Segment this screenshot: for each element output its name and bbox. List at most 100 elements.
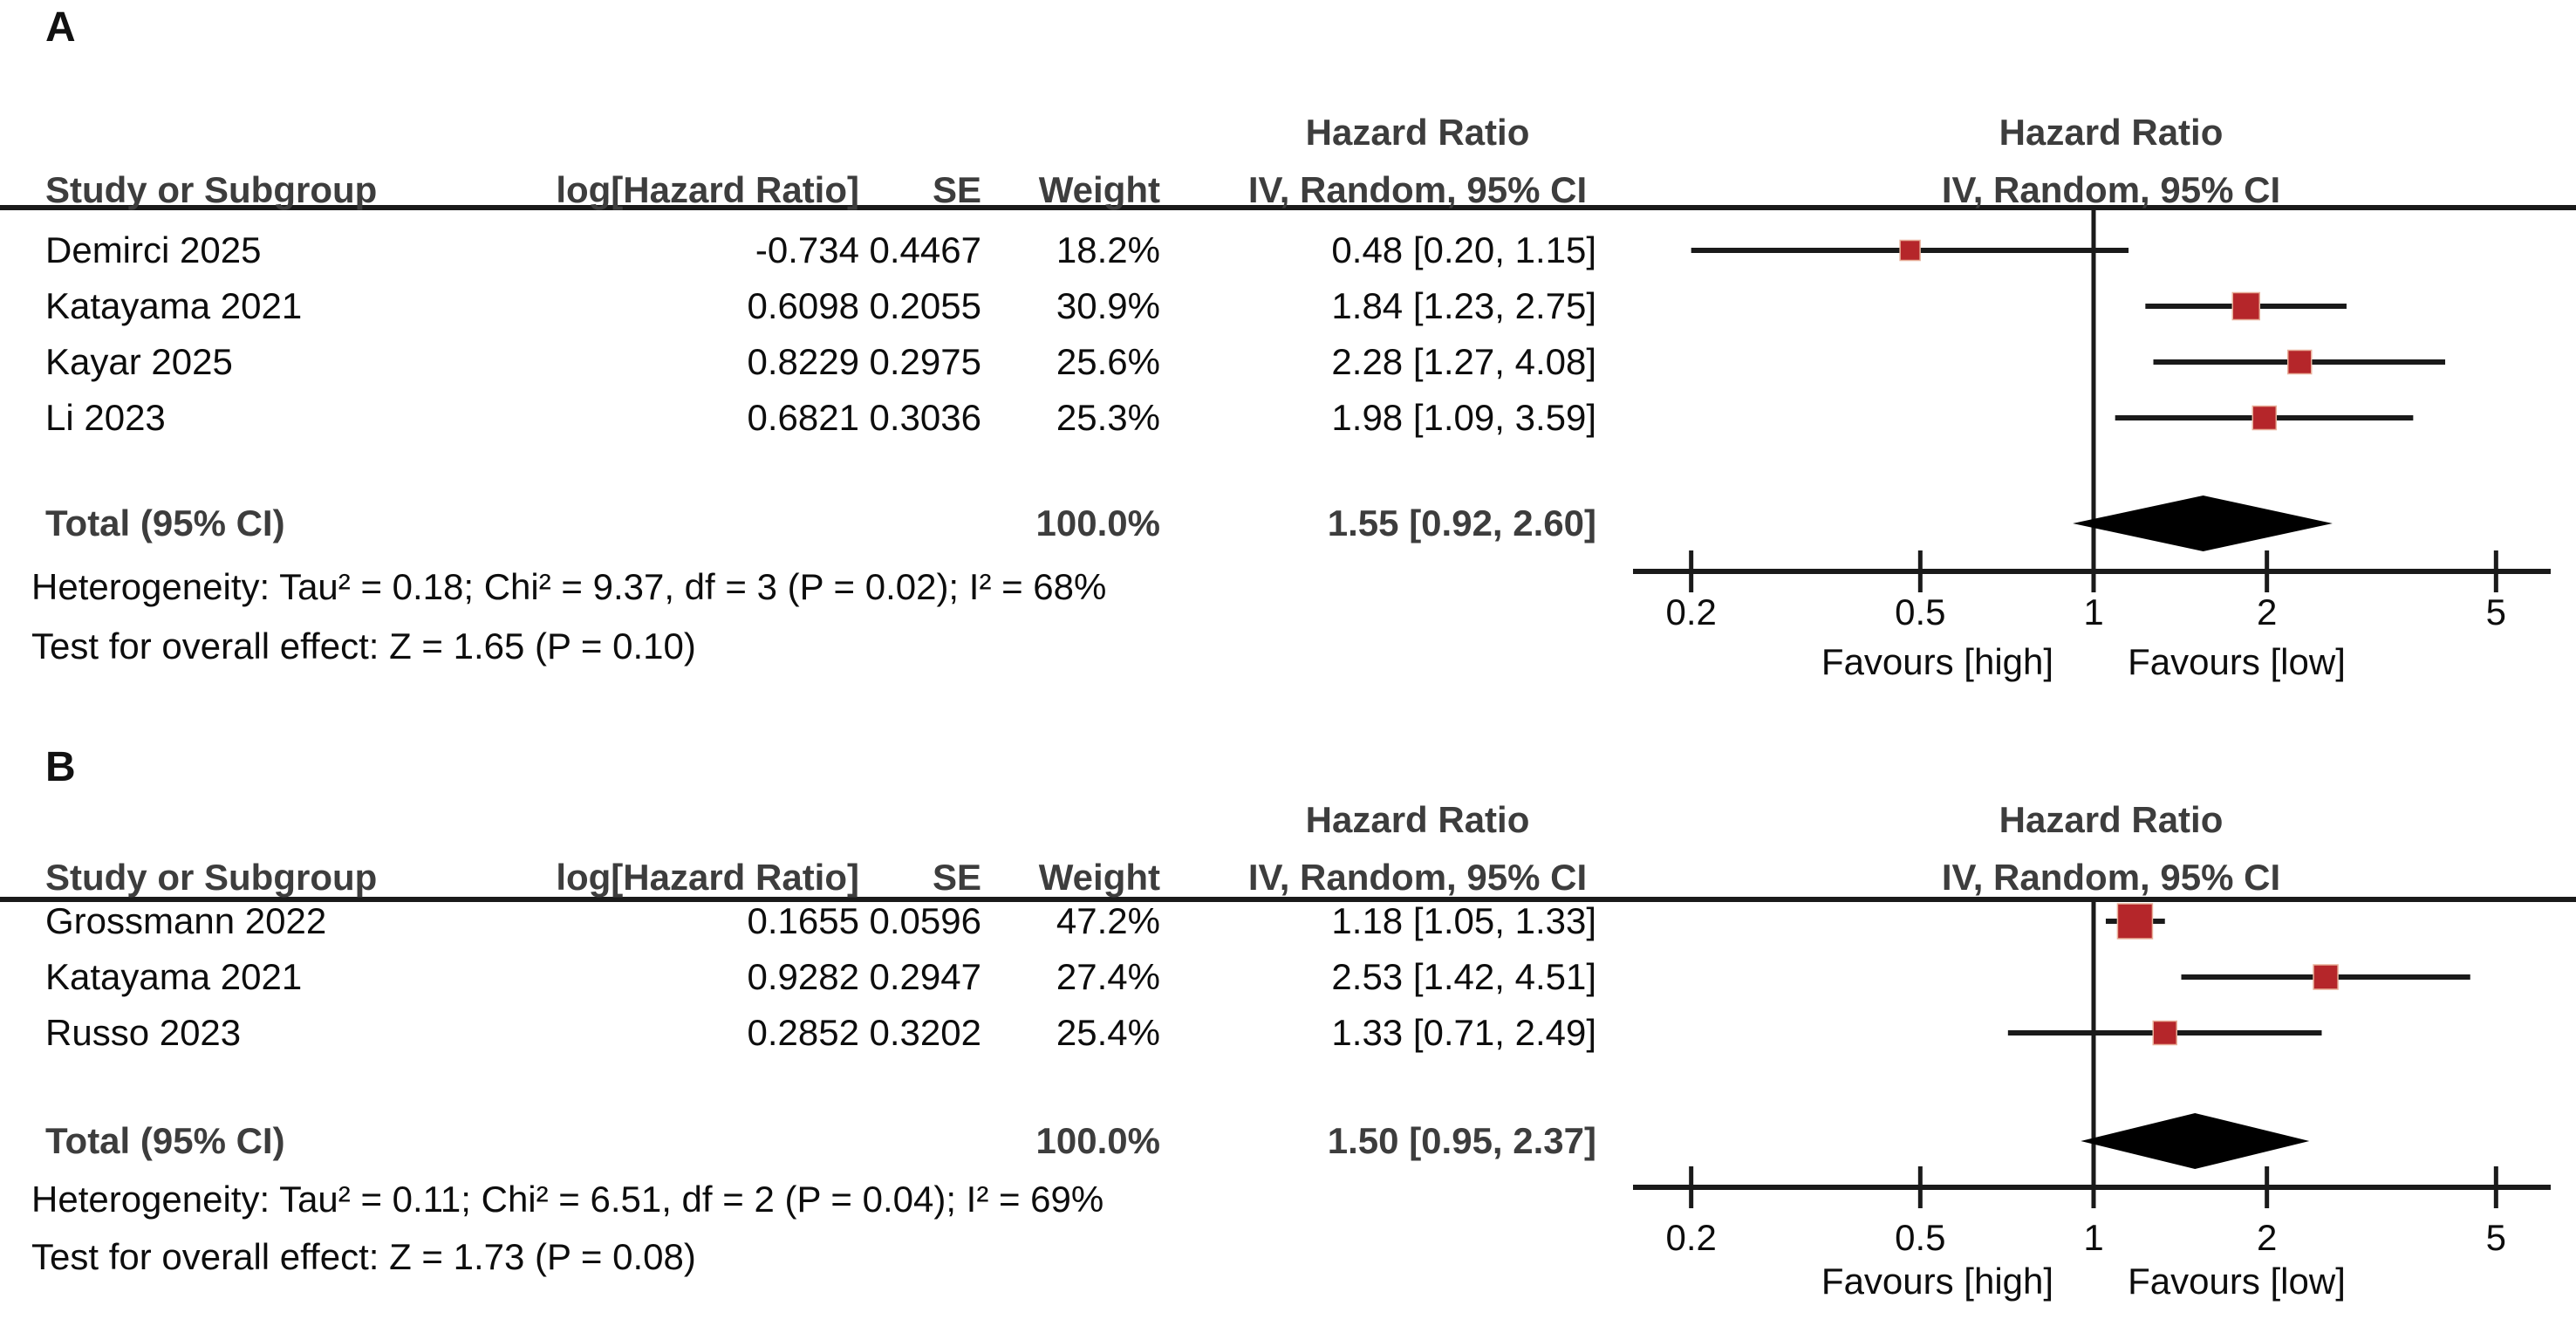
overall-effect-text-a: Test for overall effect: Z = 1.65 (P = 0… xyxy=(31,625,696,666)
axis-tick xyxy=(1689,550,1694,592)
axis-tick-label: 5 xyxy=(2485,1217,2506,1258)
study-se: 0.0596 xyxy=(869,900,981,941)
study-name: Li 2023 xyxy=(45,397,166,438)
study-weight: 25.4% xyxy=(1056,1012,1160,1053)
total-ci-b: 1.50 [0.95, 2.37] xyxy=(1327,1120,1596,1161)
study-name: Kayar 2025 xyxy=(45,341,233,382)
favours-left-label-b: Favours [high] xyxy=(1821,1261,2054,1302)
study-weight: 30.9% xyxy=(1056,285,1160,326)
header-rule xyxy=(0,897,2576,902)
effect-square xyxy=(2286,349,2313,375)
favours-left-label-a: Favours [high] xyxy=(1821,641,2054,682)
header-rule xyxy=(0,205,2576,210)
favours-right-label-b: Favours [low] xyxy=(2128,1261,2346,1302)
axis-tick xyxy=(1917,1166,1923,1208)
study-weight: 25.3% xyxy=(1056,397,1160,438)
no-effect-line xyxy=(2091,902,2096,1185)
axis-tick-label: 2 xyxy=(2256,591,2278,632)
overall-effect-text-b: Test for overall effect: Z = 1.73 (P = 0… xyxy=(31,1236,696,1277)
plot-title-b: Hazard Ratio xyxy=(1999,799,2224,840)
study-name: Katayama 2021 xyxy=(45,285,303,326)
study-log-hr: 0.6821 xyxy=(747,397,859,438)
effect-square xyxy=(2251,405,2278,431)
study-log-hr: 0.9282 xyxy=(747,956,859,997)
study-ci: 1.98 [1.09, 3.59] xyxy=(1331,397,1596,438)
study-weight: 27.4% xyxy=(1056,956,1160,997)
study-weight: 25.6% xyxy=(1056,341,1160,382)
col-weight-b: Weight xyxy=(1038,857,1160,898)
study-ci: 0.48 [0.20, 1.15] xyxy=(1331,229,1596,270)
study-name: Demirci 2025 xyxy=(45,229,262,270)
total-ci-a: 1.55 [0.92, 2.60] xyxy=(1327,502,1596,543)
study-log-hr: 0.2852 xyxy=(747,1012,859,1053)
plot-title-a: Hazard Ratio xyxy=(1999,112,2224,153)
total-label-b: Total (95% CI) xyxy=(45,1120,285,1161)
col-study-b: Study or Subgroup xyxy=(45,857,378,898)
panel-a-label: A xyxy=(45,4,76,51)
axis-tick xyxy=(2265,550,2270,592)
study-log-hr: -0.734 xyxy=(755,229,859,270)
axis-tick xyxy=(1689,1166,1694,1208)
study-weight: 18.2% xyxy=(1056,229,1160,270)
col-se-b: SE xyxy=(932,857,981,898)
study-ci: 2.28 [1.27, 4.08] xyxy=(1331,341,1596,382)
no-effect-line xyxy=(2091,210,2096,569)
study-se: 0.2947 xyxy=(869,956,981,997)
total-weight-b: 100.0% xyxy=(1035,1120,1160,1161)
axis-tick-label: 0.5 xyxy=(1895,591,1946,632)
col-log-hr-a: log[Hazard Ratio] xyxy=(556,169,859,210)
col-ci-a: IV, Random, 95% CI xyxy=(1247,169,1588,210)
axis-tick-label: 0.2 xyxy=(1665,591,1717,632)
axis-tick-label: 0.5 xyxy=(1895,1217,1946,1258)
study-name: Katayama 2021 xyxy=(45,956,303,997)
study-se: 0.2055 xyxy=(869,285,981,326)
axis-tick xyxy=(2493,550,2498,592)
study-log-hr: 0.8229 xyxy=(747,341,859,382)
axis-tick xyxy=(2091,1166,2096,1208)
axis-tick-label: 1 xyxy=(2083,591,2104,632)
study-se: 0.2975 xyxy=(869,341,981,382)
study-ci: 1.18 [1.05, 1.33] xyxy=(1331,900,1596,941)
total-label-a: Total (95% CI) xyxy=(45,502,285,543)
col-log-hr-b: log[Hazard Ratio] xyxy=(556,857,859,898)
col-weight-a: Weight xyxy=(1038,169,1160,210)
col-ci-b: IV, Random, 95% CI xyxy=(1247,857,1588,898)
study-ci: 2.53 [1.42, 4.51] xyxy=(1331,956,1596,997)
axis-tick-label: 0.2 xyxy=(1665,1217,1717,1258)
axis-tick xyxy=(2493,1166,2498,1208)
heterogeneity-text-b: Heterogeneity: Tau² = 0.11; Chi² = 6.51,… xyxy=(31,1179,1104,1220)
pooled-diamond xyxy=(2073,496,2333,551)
heterogeneity-text-a: Heterogeneity: Tau² = 0.18; Chi² = 9.37,… xyxy=(31,566,1107,607)
effect-square xyxy=(1899,239,1921,262)
axis-tick-label: 5 xyxy=(2485,591,2506,632)
plot-subtitle-b: IV, Random, 95% CI xyxy=(1941,857,2281,898)
axis-tick xyxy=(2265,1166,2270,1208)
col-study-a: Study or Subgroup xyxy=(45,169,378,210)
study-name: Grossmann 2022 xyxy=(45,900,327,941)
axis-tick-label: 1 xyxy=(2083,1217,2104,1258)
plot-subtitle-a: IV, Random, 95% CI xyxy=(1941,169,2281,210)
panel-b-label: B xyxy=(45,744,76,790)
study-log-hr: 0.1655 xyxy=(747,900,859,941)
effect-square xyxy=(2231,291,2261,321)
effect-square xyxy=(2152,1020,2177,1046)
study-ci: 1.33 [0.71, 2.49] xyxy=(1331,1012,1596,1053)
study-weight: 47.2% xyxy=(1056,900,1160,941)
hr-column-title-b: Hazard Ratio xyxy=(1305,799,1530,840)
pooled-diamond xyxy=(2081,1113,2310,1169)
study-se: 0.3036 xyxy=(869,397,981,438)
axis-tick-label: 2 xyxy=(2256,1217,2278,1258)
study-se: 0.4467 xyxy=(869,229,981,270)
study-log-hr: 0.6098 xyxy=(747,285,859,326)
study-ci: 1.84 [1.23, 2.75] xyxy=(1331,285,1596,326)
effect-square xyxy=(2116,903,2154,940)
total-weight-a: 100.0% xyxy=(1035,502,1160,543)
study-se: 0.3202 xyxy=(869,1012,981,1053)
hr-column-title-a: Hazard Ratio xyxy=(1305,112,1530,153)
axis-tick xyxy=(1917,550,1923,592)
effect-square xyxy=(2313,964,2339,990)
col-se-a: SE xyxy=(932,169,981,210)
favours-right-label-a: Favours [low] xyxy=(2128,641,2346,682)
